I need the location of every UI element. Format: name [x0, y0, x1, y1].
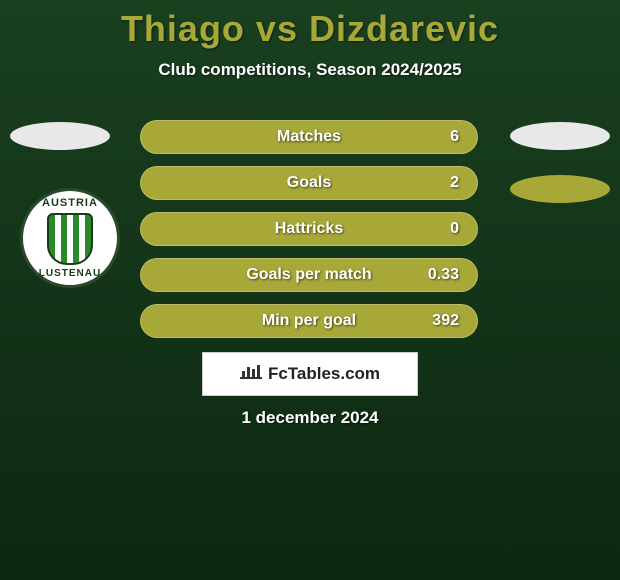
fctables-link[interactable]: FcTables.com — [202, 352, 418, 396]
stat-row-gpm: Goals per match 0.33 — [140, 258, 478, 292]
club-badge: AUSTRIA LUSTENAU — [10, 178, 130, 298]
stat-value: 2 — [450, 174, 459, 192]
stat-row-mpg: Min per goal 392 — [140, 304, 478, 338]
date-label: 1 december 2024 — [0, 408, 620, 428]
stat-label: Goals per match — [141, 266, 477, 284]
badge-top-text: AUSTRIA — [23, 197, 117, 209]
chart-icon — [240, 363, 262, 386]
page-title: Thiago vs Dizdarevic — [0, 0, 620, 50]
stat-row-matches: Matches 6 — [140, 120, 478, 154]
badge-bottom-text: LUSTENAU — [23, 268, 117, 279]
stat-label: Min per goal — [141, 312, 477, 330]
stat-value: 0.33 — [428, 266, 459, 284]
stat-value: 6 — [450, 128, 459, 146]
stat-label: Goals — [141, 174, 477, 192]
stat-value: 0 — [450, 220, 459, 238]
player-left-placeholder — [10, 122, 110, 150]
player-right-placeholder-2 — [510, 175, 610, 203]
stat-label: Hattricks — [141, 220, 477, 238]
page-subtitle: Club competitions, Season 2024/2025 — [0, 60, 620, 80]
stat-value: 392 — [432, 312, 459, 330]
player-right-placeholder-1 — [510, 122, 610, 150]
badge-shield-icon — [47, 213, 93, 265]
stats-container: Matches 6 Goals 2 Hattricks 0 Goals per … — [140, 120, 478, 350]
stat-row-hattricks: Hattricks 0 — [140, 212, 478, 246]
fctables-label: FcTables.com — [268, 364, 380, 384]
stat-row-goals: Goals 2 — [140, 166, 478, 200]
stat-label: Matches — [141, 128, 477, 146]
